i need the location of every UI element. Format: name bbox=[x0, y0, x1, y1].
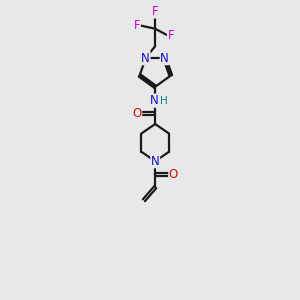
Text: F: F bbox=[152, 5, 158, 18]
Text: N: N bbox=[151, 155, 160, 168]
Text: F: F bbox=[134, 19, 140, 32]
Text: N: N bbox=[150, 94, 159, 107]
Text: F: F bbox=[167, 29, 174, 42]
Text: N: N bbox=[141, 52, 150, 65]
Text: O: O bbox=[169, 168, 178, 181]
Text: O: O bbox=[132, 107, 142, 120]
Text: H: H bbox=[160, 96, 168, 106]
Text: N: N bbox=[160, 52, 169, 65]
